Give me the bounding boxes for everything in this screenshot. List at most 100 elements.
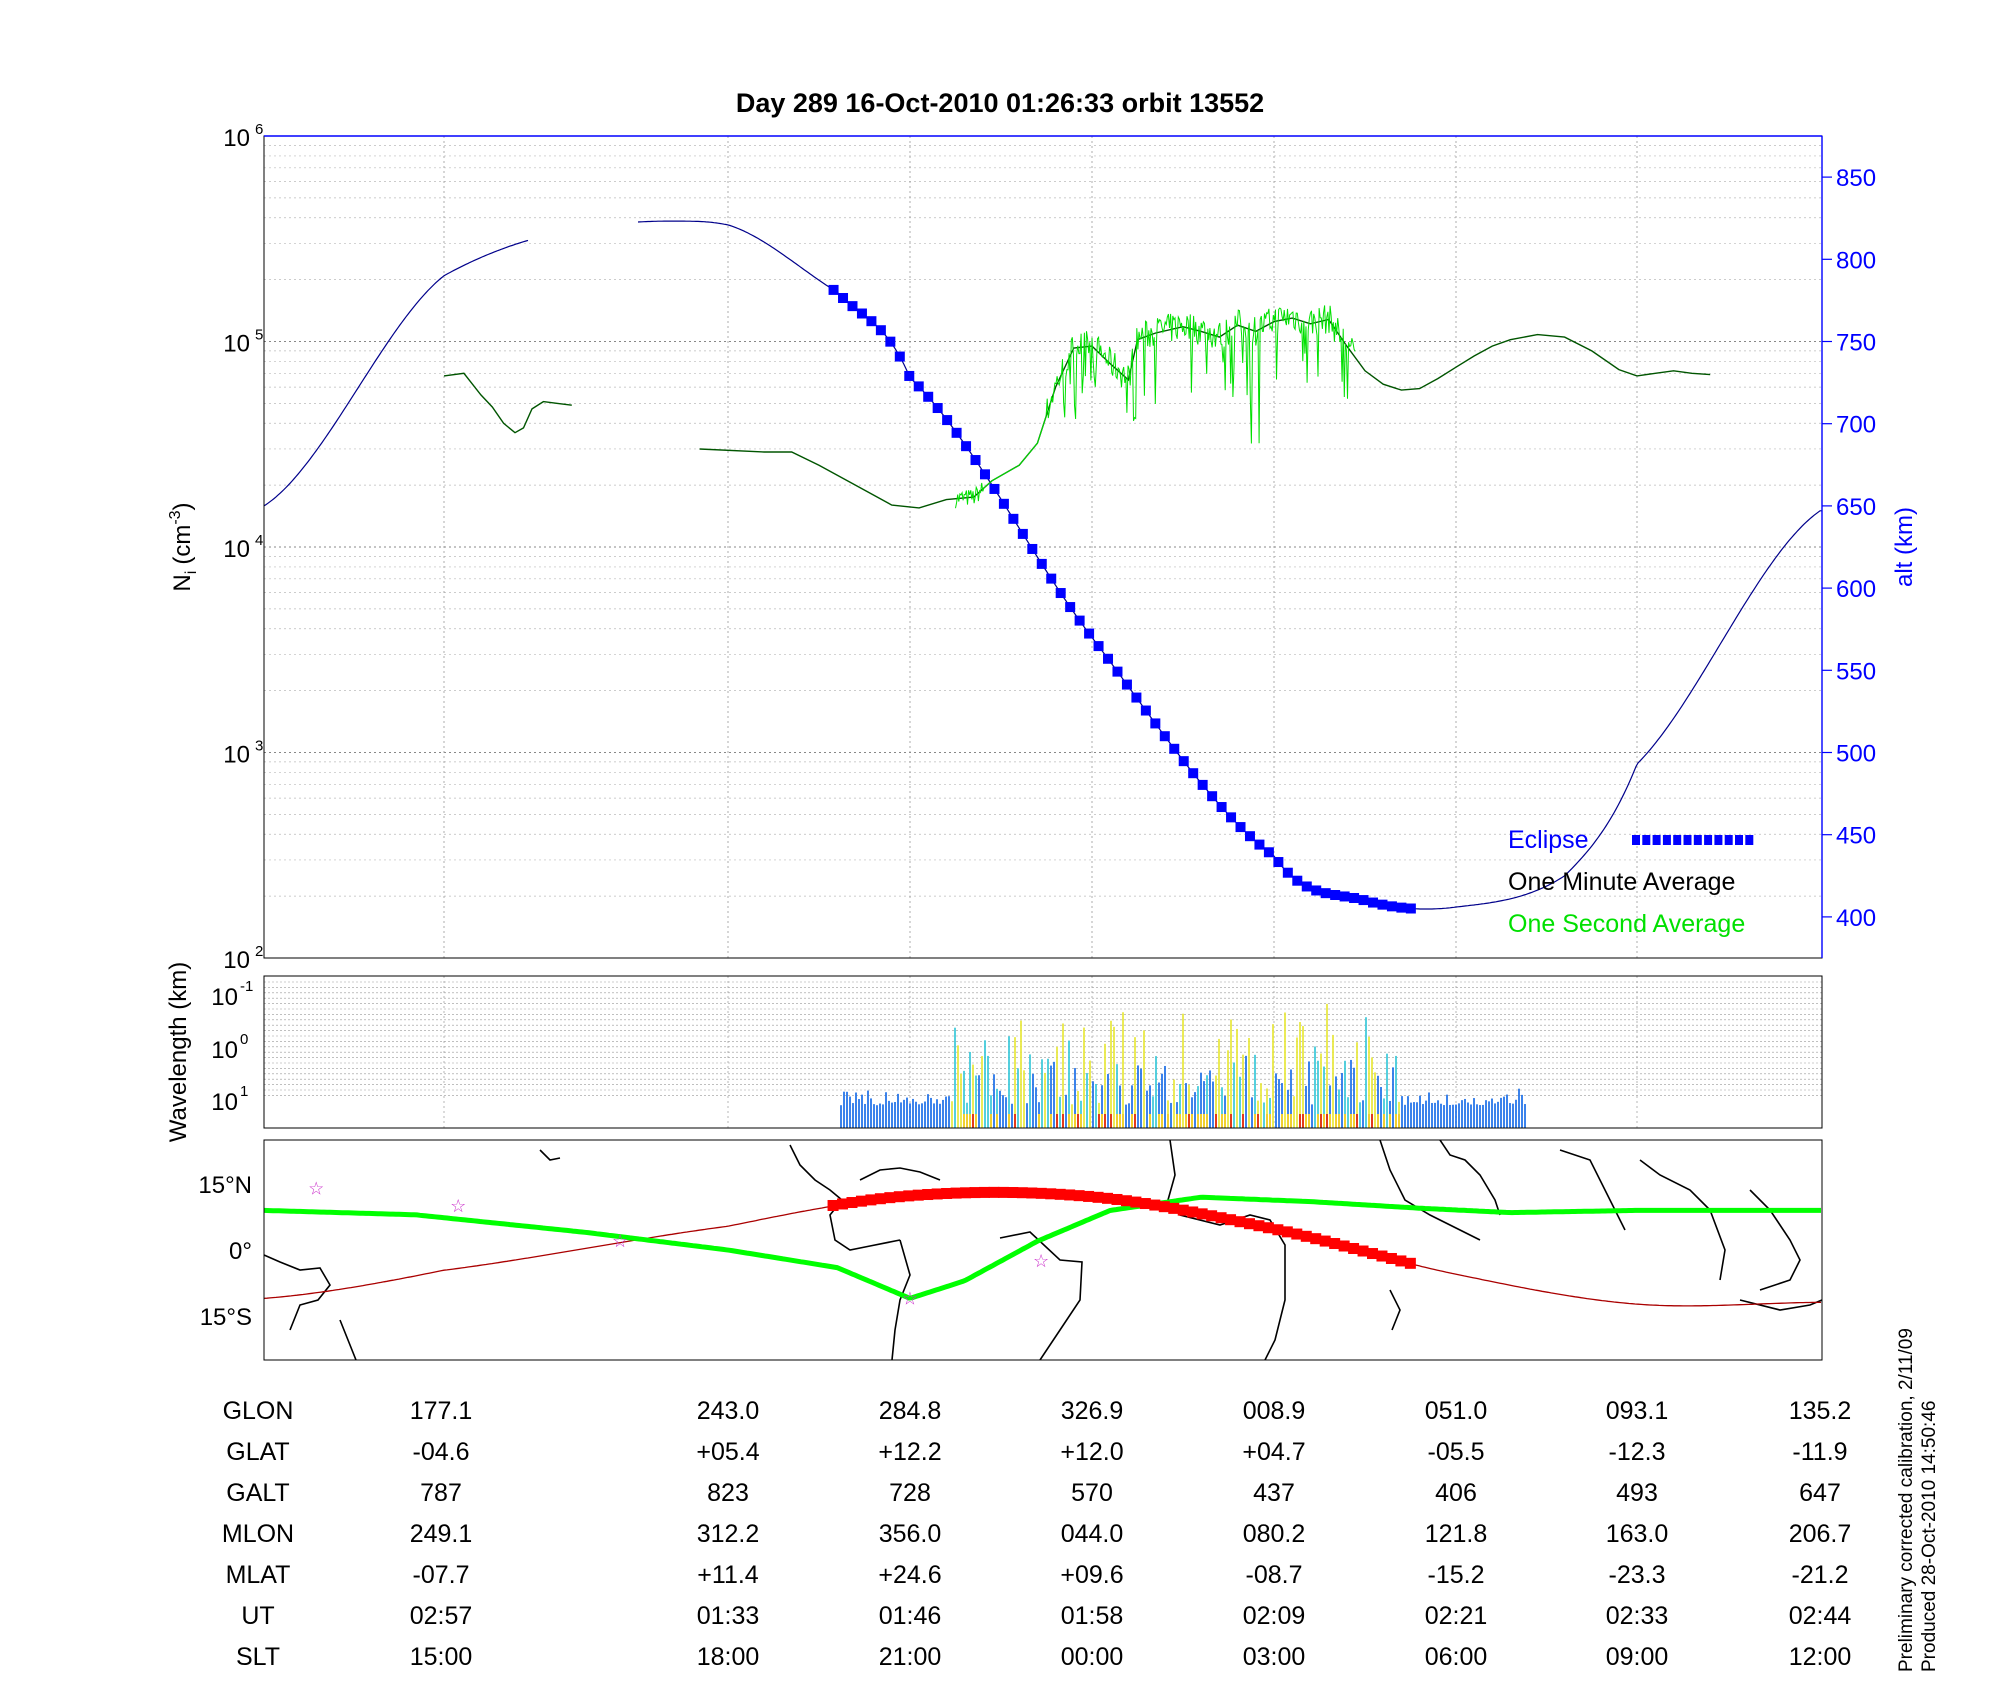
eclipse-marker (1131, 692, 1142, 703)
spectrogram-hot (1368, 1114, 1370, 1128)
coastline (1167, 1140, 1286, 1360)
eclipse-marker (904, 370, 915, 381)
spectrogram-hot (1188, 1114, 1190, 1128)
table-cell: -04.6 (413, 1438, 470, 1466)
spectrogram-stripe (1326, 1003, 1328, 1128)
track-eclipse-marker (978, 1186, 990, 1198)
coastline (1739, 1299, 1822, 1311)
table-cell: -12.3 (1609, 1438, 1666, 1466)
eclipse-marker (951, 427, 962, 438)
eclipse-marker (1178, 756, 1189, 767)
table-cell: 570 (1071, 1479, 1113, 1507)
spectrogram-stripe (1104, 1043, 1106, 1128)
spectrogram-stripe (1473, 1098, 1475, 1128)
coastline (339, 1319, 357, 1360)
spectrogram-stripe (1272, 1024, 1274, 1128)
table-cell: 02:21 (1425, 1602, 1488, 1630)
spectrogram-stripe (1119, 1085, 1121, 1128)
table-row-label: GALT (226, 1479, 289, 1507)
spectrogram-stripe (1437, 1100, 1439, 1128)
orbit-table: GLON 177.1 243.0 284.8 326.9 008.9 051.0 093.1 1… (222, 1397, 1851, 1671)
track-eclipse-marker (1319, 1235, 1331, 1247)
latitude-tick-label: 15°N (198, 1172, 252, 1199)
track-eclipse-marker (855, 1195, 867, 1207)
map-frame (263, 1139, 1823, 1361)
eclipse-marker (1159, 731, 1170, 742)
eclipse-marker (1008, 513, 1019, 524)
spectrogram-stripe (1332, 1034, 1334, 1128)
spectrogram-stripe (1284, 1012, 1286, 1128)
track-eclipse-marker (1158, 1201, 1170, 1213)
spectrogram-stripe (975, 1075, 977, 1128)
spectrogram-stripe (1350, 1059, 1352, 1128)
spectrogram-stripe (918, 1104, 920, 1128)
spectrogram-stripe (1293, 1096, 1295, 1128)
eclipse-marker (1169, 743, 1180, 754)
spectrogram-hot (1281, 1114, 1283, 1128)
coastline (1379, 1140, 1481, 1241)
table-cell: 12:00 (1789, 1643, 1852, 1671)
table-cell: +04.7 (1242, 1438, 1305, 1466)
coastlines (264, 1140, 1822, 1360)
spectrogram-stripe (969, 1051, 971, 1128)
spectrogram-hot (1287, 1114, 1289, 1128)
spectrogram-hot (1338, 1114, 1340, 1128)
map-y-ticks: 15°N 0° 15°S (198, 1172, 252, 1331)
spectrogram-stripe (1125, 1104, 1127, 1128)
spectrogram-hot (1257, 1114, 1259, 1128)
spectrogram-stripe (1302, 1026, 1304, 1128)
spectrogram-stripe (1152, 1096, 1154, 1128)
track-eclipse-marker (950, 1187, 962, 1199)
table-cell: -07.7 (413, 1561, 470, 1589)
track-eclipse-marker (1243, 1218, 1255, 1230)
spectrogram-stripe (1197, 1086, 1199, 1128)
spectrogram-stripe (903, 1099, 905, 1128)
spectrogram-hot (975, 1114, 977, 1128)
spectrogram-stripe (1359, 1102, 1361, 1128)
altitude-tick-label: 650 (1836, 494, 1876, 521)
wavelength-tick-exponent: 0 (240, 1031, 248, 1048)
minute-average-line (699, 317, 1711, 509)
eclipse-marker (970, 455, 981, 466)
table-cell: 051.0 (1425, 1397, 1488, 1425)
station-star-icon: ☆ (450, 1196, 466, 1216)
spectrogram-stripe (1356, 1042, 1358, 1128)
spectrogram-stripe (855, 1092, 857, 1128)
spectrogram-hot (1038, 1114, 1040, 1128)
density-tick-label: 10 (223, 742, 250, 769)
density-tick-exponent: 5 (255, 327, 263, 344)
spectrogram-stripe (1395, 1055, 1397, 1128)
spectrogram-hot (1206, 1114, 1208, 1128)
wavelength-tick-exponent: -1 (240, 978, 253, 995)
altitude-tick-label: 750 (1836, 330, 1876, 357)
eclipse-marker (1112, 666, 1123, 677)
track-eclipse-marker (997, 1186, 1009, 1198)
legend-square (1724, 835, 1733, 845)
spectrogram-stripe (981, 1056, 983, 1128)
spectrogram-stripe (978, 1075, 980, 1128)
legend-eclipse-marker (1632, 835, 1754, 845)
table-cell: +11.4 (697, 1561, 758, 1589)
spectrogram-hot (1104, 1114, 1106, 1128)
latitude-tick-label: 0° (229, 1238, 252, 1265)
spectrogram-stripe (915, 1101, 917, 1128)
table-cell: 163.0 (1606, 1520, 1669, 1548)
spectrogram-stripe (1470, 1104, 1472, 1128)
table-cell: 01:33 (697, 1602, 760, 1630)
table-cell: -05.5 (1428, 1438, 1485, 1466)
spectrogram-stripe (954, 1027, 956, 1128)
track-eclipse-marker (1376, 1250, 1388, 1262)
eclipse-marker (1254, 839, 1265, 850)
spectrogram-stripe (1128, 1103, 1130, 1128)
spectrogram-stripe (1089, 1060, 1091, 1128)
eclipse-marker (1377, 899, 1388, 910)
track-eclipse-marker (1064, 1189, 1076, 1201)
spectrogram-stripe (1449, 1104, 1451, 1128)
wavelength-tick-exponent: 1 (240, 1083, 248, 1100)
spectrogram-stripe (1488, 1101, 1490, 1128)
spectrogram-stripe (1224, 1095, 1226, 1128)
spectrogram-stripe (1491, 1098, 1493, 1128)
spectrogram-hot (1110, 1114, 1112, 1128)
spectrogram-hot (1323, 1114, 1325, 1128)
spectrogram-stripe (1416, 1102, 1418, 1128)
